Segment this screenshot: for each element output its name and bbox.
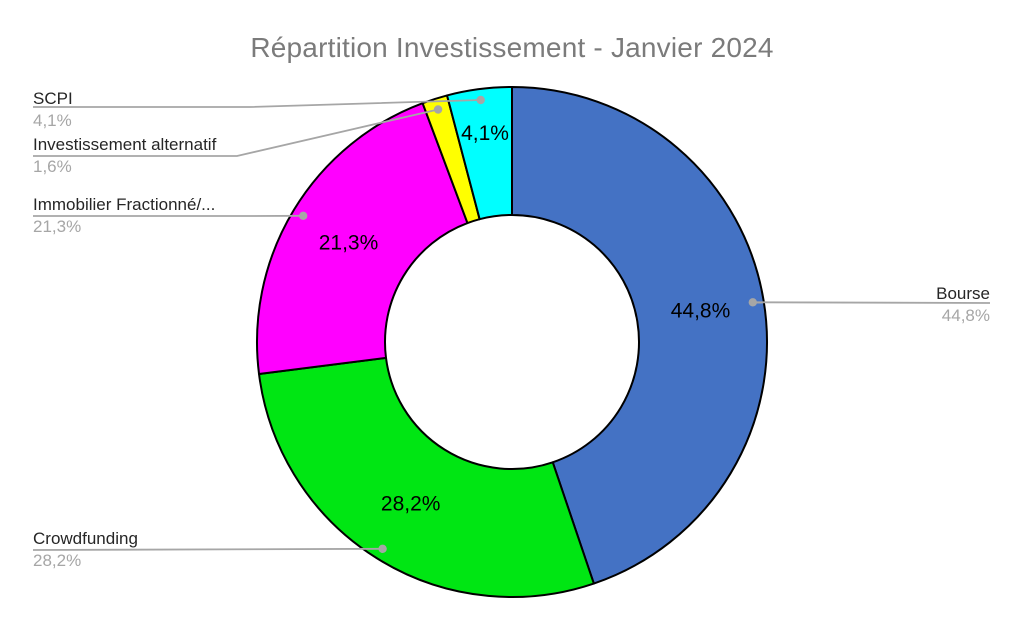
leader-line-crowdfunding <box>32 547 383 551</box>
leader-dot-immobilier-fractionne <box>299 211 308 220</box>
slice-value-label-scpi: 4,1% <box>461 122 509 145</box>
leader-dot-bourse <box>748 298 757 307</box>
chart-title: Répartition Investissement - Janvier 202… <box>250 32 774 63</box>
callout-percent-bourse: 44,8% <box>941 306 990 325</box>
callout-percent-immobilier-fractionne: 21,3% <box>33 217 82 236</box>
leader-line-scpi <box>33 99 481 108</box>
pie-slice-bourse[interactable] <box>511 86 768 585</box>
slice-value-label-immobilier-fractionne: 21,3% <box>319 232 379 255</box>
callout-percent-scpi: 4,1% <box>33 111 72 130</box>
callout-percent-investissement-alternatif: 1,6% <box>33 157 72 176</box>
pie-slice-scpi[interactable] <box>446 86 513 221</box>
callout-investissement-alternatif: Investissement alternatif 1,6% <box>33 134 216 178</box>
callout-label-investissement-alternatif: Investissement alternatif <box>33 135 217 154</box>
callout-percent-crowdfunding: 28,2% <box>33 551 82 570</box>
leader-line-investissement-alternatif <box>33 108 439 157</box>
pie-slice-crowdfunding[interactable] <box>258 356 595 598</box>
pie-slice-immobilier-fractionne[interactable] <box>256 102 469 375</box>
callout-bourse: Bourse 44,8% <box>936 283 990 327</box>
leader-dot-investissement-alternatif <box>433 105 443 114</box>
leader-dot-scpi <box>476 95 485 105</box>
slice-value-label-bourse: 44,8% <box>671 299 731 322</box>
leader-line-bourse <box>752 301 991 304</box>
slice-value-label-crowdfunding: 28,2% <box>381 492 441 515</box>
callout-label-immobilier-fractionne: Immobilier Fractionné/... <box>33 195 216 214</box>
callout-scpi: SCPI 4,1% <box>33 88 73 132</box>
callout-label-crowdfunding: Crowdfunding <box>33 529 138 548</box>
callout-label-scpi: SCPI <box>33 89 73 108</box>
leader-dot-crowdfunding <box>378 544 387 553</box>
callout-immobilier-fractionne: Immobilier Fractionné/... 21,3% <box>33 194 215 238</box>
callout-label-bourse: Bourse <box>936 284 990 303</box>
callout-crowdfunding: Crowdfunding 28,2% <box>33 528 138 572</box>
